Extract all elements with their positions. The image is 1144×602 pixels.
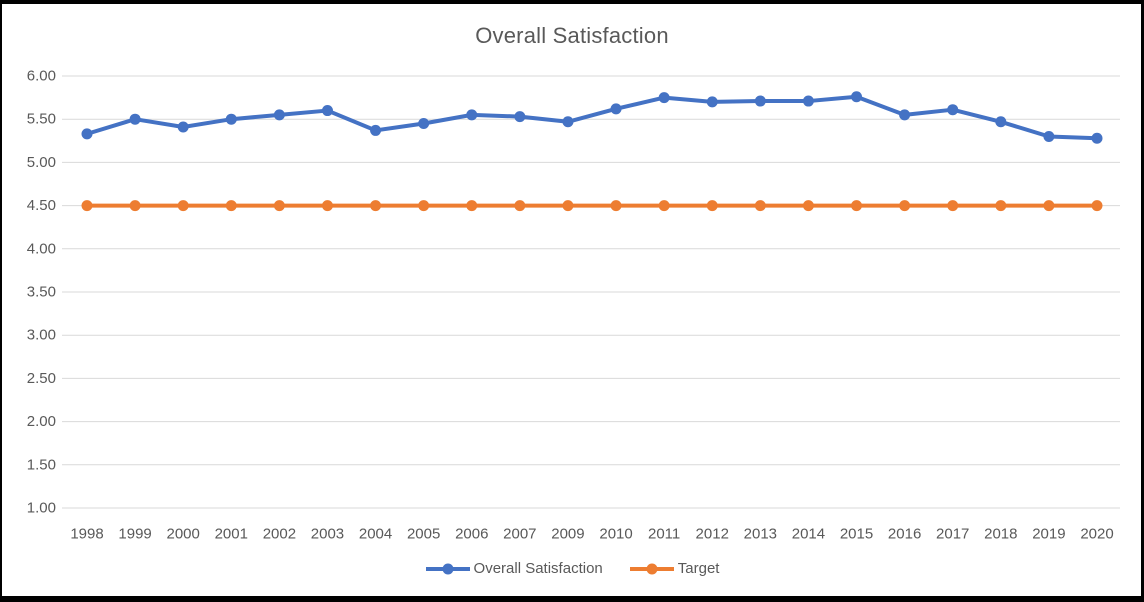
data-point-marker-overall-satisfaction [802, 95, 814, 107]
data-point-marker-overall-satisfaction [562, 116, 574, 128]
x-tick-label: 2013 [744, 525, 777, 542]
data-point-marker-target [514, 200, 526, 212]
data-point-marker-target [370, 200, 382, 212]
data-point-marker-target [321, 200, 333, 212]
data-point-marker-target [802, 200, 814, 212]
x-tick-label: 2018 [984, 525, 1017, 542]
y-tick-label: 5.00 [27, 154, 56, 171]
data-point-marker-target [418, 200, 430, 212]
x-tick-label: 2000 [167, 525, 200, 542]
data-point-marker-target [225, 200, 237, 212]
x-tick-label: 2001 [215, 525, 248, 542]
data-point-marker-overall-satisfaction [754, 95, 766, 107]
x-tick-label: 2011 [648, 525, 680, 542]
data-point-marker-target [754, 200, 766, 212]
y-tick-label: 6.00 [27, 68, 56, 85]
x-tick-label: 2005 [407, 525, 440, 542]
data-point-marker-target [129, 200, 141, 212]
data-point-marker-overall-satisfaction [321, 105, 333, 117]
data-point-marker-target [1043, 200, 1055, 212]
x-tick-label: 2007 [503, 525, 536, 542]
data-point-marker-overall-satisfaction [129, 113, 141, 125]
data-point-marker-target [610, 200, 622, 212]
data-point-marker-overall-satisfaction [851, 91, 863, 103]
data-point-marker-overall-satisfaction [706, 96, 718, 108]
y-tick-label: 3.50 [27, 284, 56, 301]
data-point-marker-target [1091, 200, 1103, 212]
data-point-marker-overall-satisfaction [658, 92, 670, 104]
data-point-marker-overall-satisfaction [418, 118, 430, 130]
data-point-marker-overall-satisfaction [899, 109, 911, 121]
x-tick-label: 2004 [359, 525, 392, 542]
y-tick-label: 1.00 [27, 500, 56, 517]
x-tick-label: 2006 [455, 525, 488, 542]
x-tick-label: 2020 [1080, 525, 1113, 542]
data-point-marker-overall-satisfaction [370, 124, 382, 136]
x-tick-label: 2014 [792, 525, 825, 542]
data-point-marker-overall-satisfaction [995, 116, 1007, 128]
data-point-marker-target [658, 200, 670, 212]
data-point-marker-overall-satisfaction [1043, 130, 1055, 142]
data-point-marker-overall-satisfaction [81, 128, 93, 140]
data-point-marker-target [995, 200, 1007, 212]
data-point-marker-target [466, 200, 478, 212]
data-point-marker-overall-satisfaction [610, 103, 622, 115]
chart-legend: Overall Satisfaction Target [0, 560, 1144, 577]
y-tick-label: 5.50 [27, 111, 56, 128]
x-tick-label: 2010 [599, 525, 632, 542]
data-point-marker-overall-satisfaction [177, 121, 189, 133]
legend-label-target: Target [677, 560, 720, 577]
data-point-marker-overall-satisfaction [225, 113, 237, 125]
x-tick-label: 2017 [936, 525, 969, 542]
x-tick-label: 1998 [70, 525, 103, 542]
chart-title: Overall Satisfaction [475, 23, 669, 48]
data-point-marker-target [851, 200, 863, 212]
data-point-marker-target [177, 200, 189, 212]
x-tick-label: 2015 [840, 525, 873, 542]
legend-item-overall-satisfaction: Overall Satisfaction [425, 560, 603, 577]
series-line-overall-satisfaction [85, 94, 1099, 141]
y-tick-label: 4.50 [27, 197, 56, 214]
y-tick-label: 2.50 [27, 370, 56, 387]
legend-line-marker-icon [425, 563, 470, 574]
legend-item-target: Target [629, 560, 720, 577]
data-point-marker-overall-satisfaction [947, 104, 959, 116]
x-tick-label: 2002 [263, 525, 296, 542]
data-point-marker-target [81, 200, 93, 212]
data-point-marker-target [947, 200, 959, 212]
data-point-marker-overall-satisfaction [514, 111, 526, 123]
y-tick-label: 2.00 [27, 413, 56, 430]
data-point-marker-overall-satisfaction [273, 109, 285, 121]
data-point-marker-overall-satisfaction [466, 109, 478, 121]
legend-line-marker-icon [629, 563, 674, 574]
data-point-marker-overall-satisfaction [1091, 132, 1103, 144]
x-tick-label: 2019 [1032, 525, 1065, 542]
x-tick-label: 2012 [696, 525, 729, 542]
x-tick-label: 2009 [551, 525, 584, 542]
data-point-marker-target [706, 200, 718, 212]
y-tick-label: 3.00 [27, 327, 56, 344]
y-tick-label: 1.50 [27, 456, 56, 473]
legend-label-overall-satisfaction: Overall Satisfaction [473, 560, 603, 577]
data-point-marker-target [562, 200, 574, 212]
y-tick-label: 4.00 [27, 240, 56, 257]
data-point-marker-target [273, 200, 285, 212]
data-point-marker-target [899, 200, 911, 212]
x-tick-label: 2003 [311, 525, 344, 542]
x-tick-label: 1999 [118, 525, 151, 542]
x-tick-label: 2016 [888, 525, 921, 542]
